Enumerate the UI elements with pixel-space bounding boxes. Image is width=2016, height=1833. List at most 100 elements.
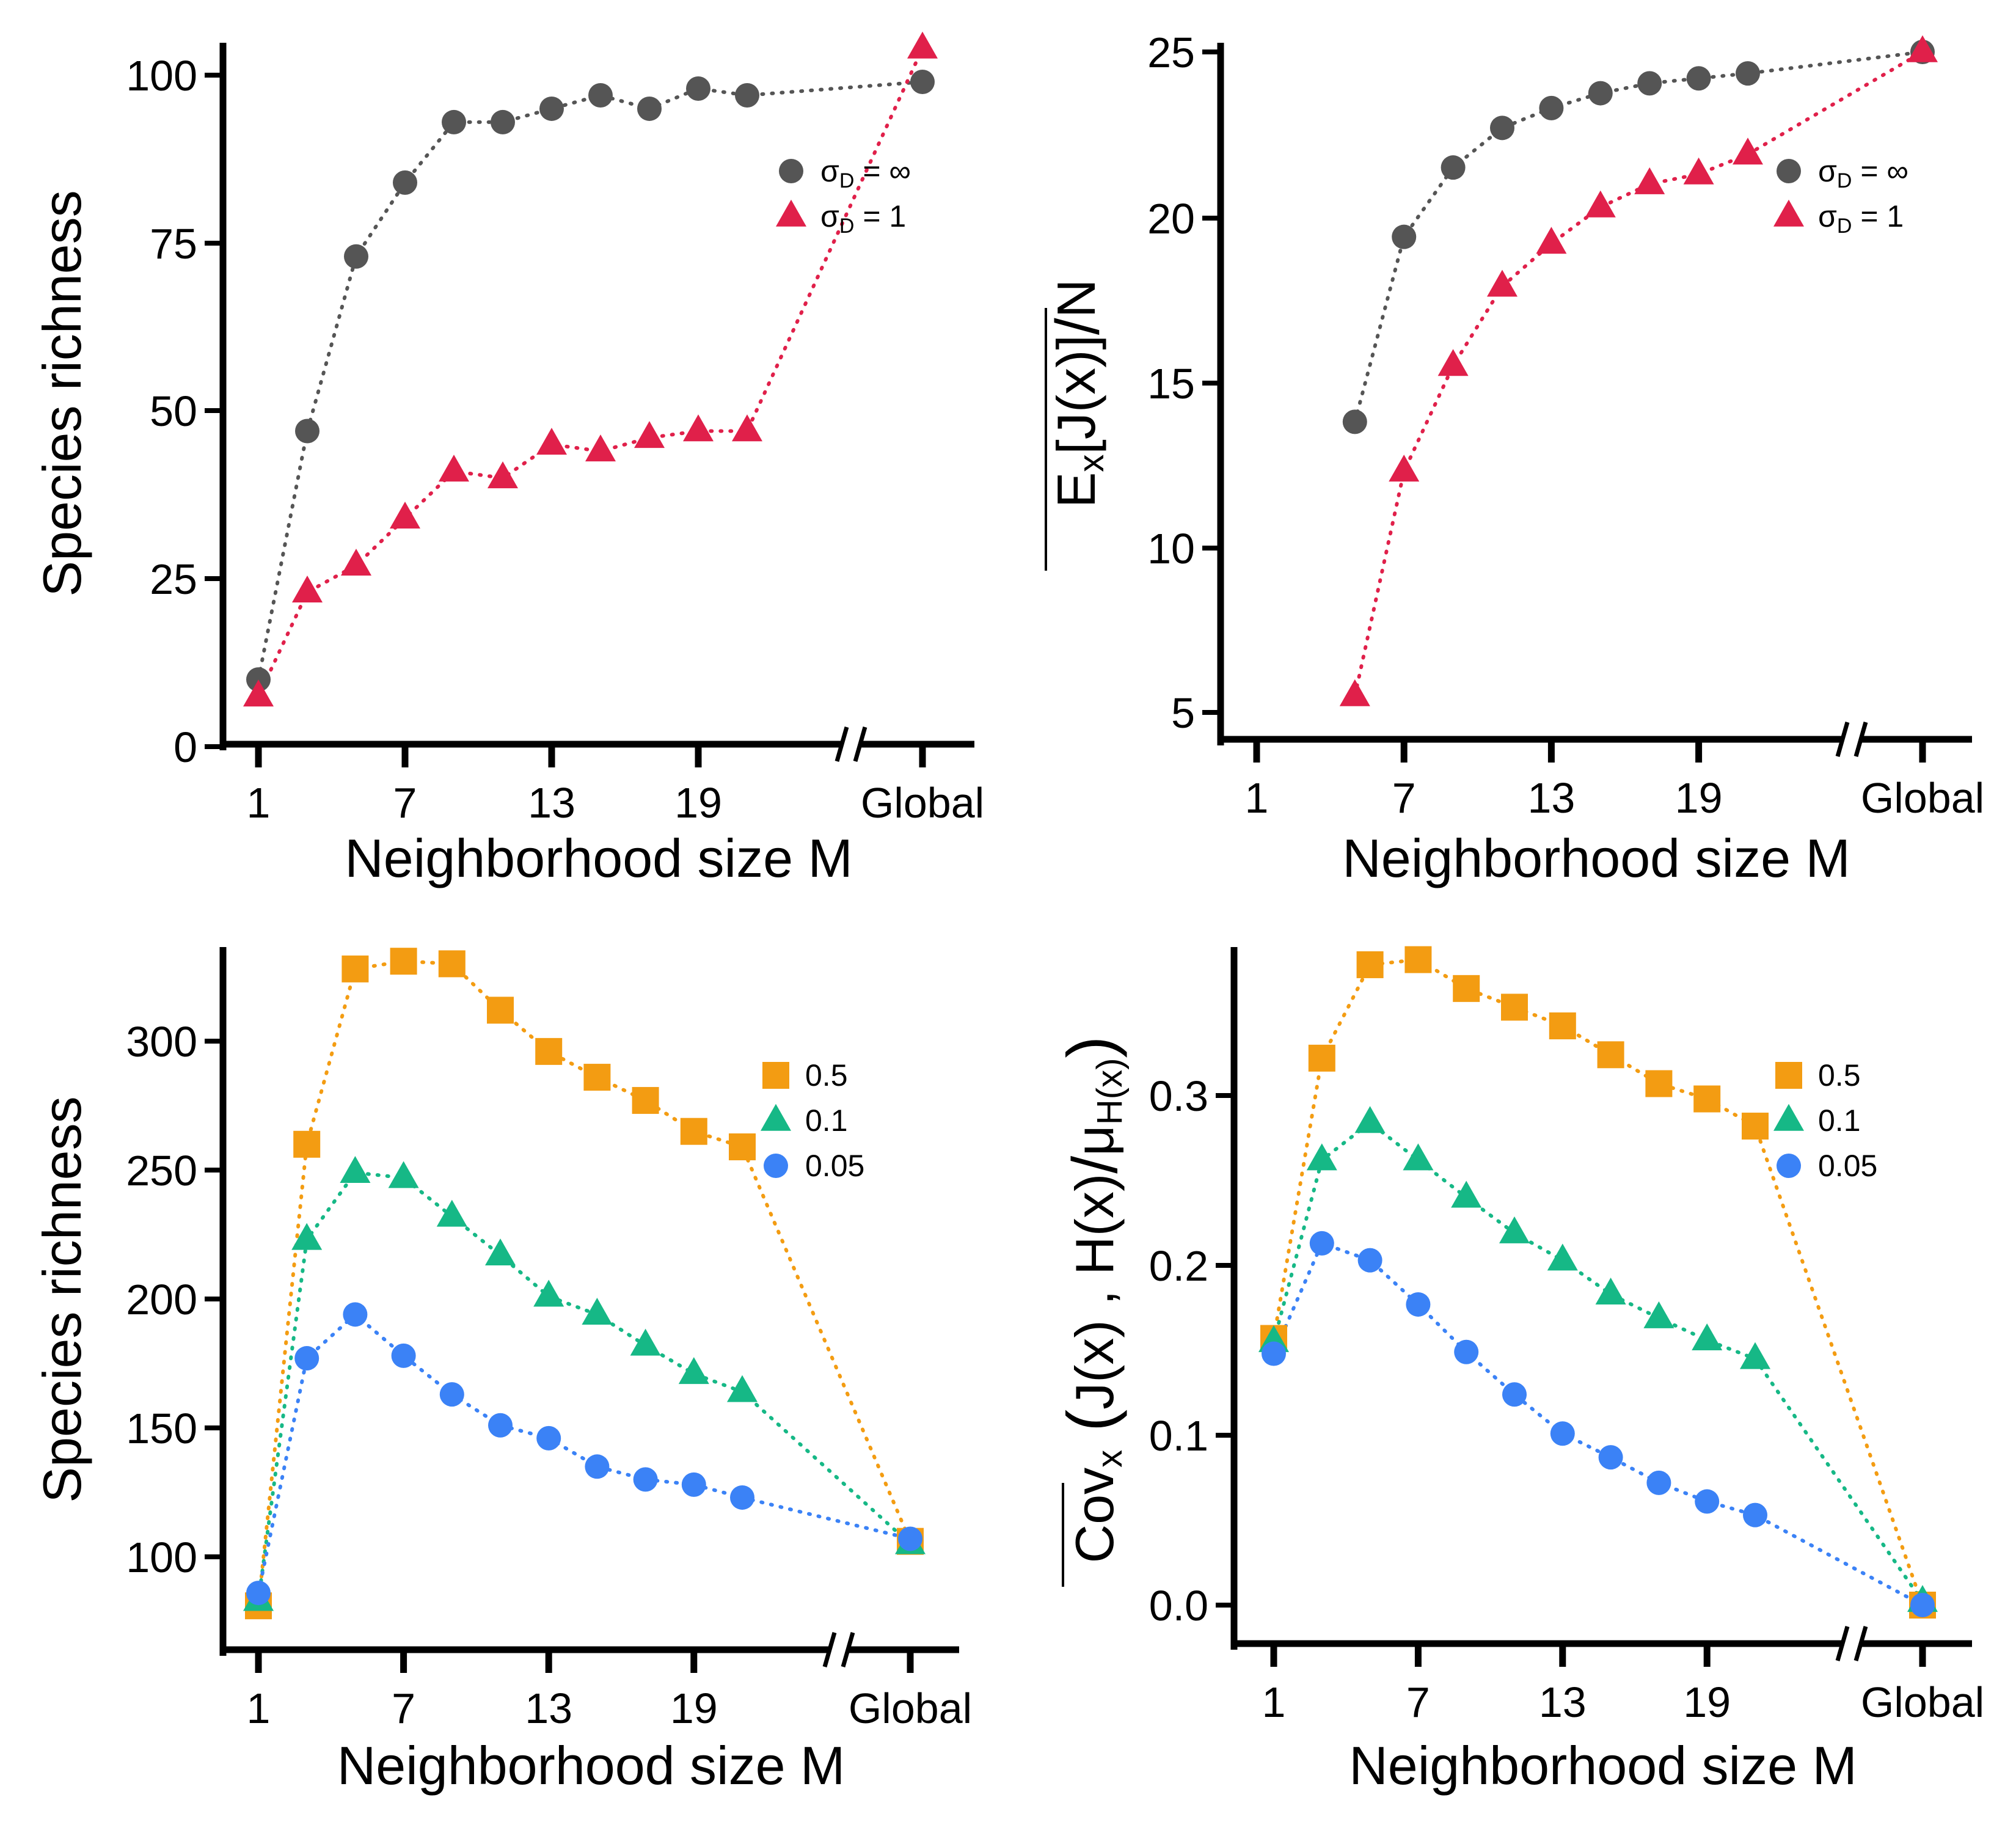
legend-rest: = 1	[1852, 199, 1904, 233]
series-markers-0.5	[245, 948, 924, 1620]
data-point	[1646, 1470, 1671, 1495]
series-markers-σD = 1	[1339, 35, 1938, 706]
data-point	[343, 1302, 368, 1327]
legend-subscript: D	[839, 214, 855, 238]
y-tick-label: 75	[150, 220, 197, 268]
data-point	[730, 1485, 754, 1510]
y-title-comma: ,	[1064, 1275, 1125, 1320]
data-point	[588, 82, 613, 108]
legend-label: σD = 1	[1818, 199, 1904, 238]
data-point	[1742, 1113, 1769, 1140]
data-point	[681, 1472, 706, 1497]
data-point	[1262, 1341, 1286, 1366]
y-title-slash: /	[1043, 318, 1112, 335]
data-point	[1683, 157, 1714, 185]
series-σD = ∞	[1353, 50, 1924, 424]
data-point	[633, 1467, 658, 1492]
x-tick-label: 13	[1539, 1678, 1587, 1726]
axis-break-mark	[1853, 722, 1868, 757]
data-point	[340, 1155, 371, 1183]
y-tick-label: 200	[126, 1276, 197, 1323]
y-title-close-paren: )	[1053, 1036, 1127, 1058]
series-markers-0.1	[1258, 1106, 1938, 1612]
series-σD = 1	[257, 46, 924, 698]
data-point	[488, 461, 518, 489]
data-point	[485, 1238, 516, 1265]
series-markers-0.5	[1260, 946, 1936, 1619]
y-tick-label: 5	[1171, 689, 1195, 737]
x-tick-label: Global	[1861, 1678, 1984, 1726]
data-point	[246, 667, 271, 692]
legend-marker	[1777, 1154, 1801, 1178]
legend-marker	[1773, 199, 1804, 227]
data-point	[1743, 1502, 1767, 1528]
y-tick-label: 50	[150, 387, 197, 435]
data-point	[341, 548, 371, 576]
data-point	[1907, 35, 1938, 62]
legend-marker	[1773, 1103, 1804, 1131]
data-point	[1597, 1041, 1624, 1069]
data-point	[439, 455, 469, 482]
data-point	[390, 502, 420, 529]
y-title-body: [J(x)]	[1046, 335, 1106, 455]
axis-break-mark	[1853, 1626, 1868, 1661]
data-point	[1693, 1085, 1721, 1113]
data-point	[533, 1279, 564, 1307]
legend-label: 0.05	[1818, 1149, 1877, 1183]
x-tick-label: 1	[1262, 1678, 1286, 1726]
legend-marker	[764, 1154, 788, 1178]
data-point	[727, 1375, 758, 1402]
data-point	[1634, 167, 1665, 194]
axes: 0 25 50 75 100 1 7 13 19 Global	[126, 43, 984, 827]
legend-marker	[779, 159, 803, 183]
data-point	[1389, 455, 1420, 482]
data-point	[539, 96, 564, 121]
chart-panel-bottom-left: 100 150 200 250 300 1 7 13 19 GlobalNeighborhood …	[32, 947, 972, 1796]
series-line	[1272, 1120, 1924, 1604]
x-tick-label: 7	[1406, 1678, 1430, 1726]
data-point	[1910, 1593, 1935, 1617]
y-tick-label: 0	[173, 723, 197, 771]
data-point	[390, 948, 417, 975]
x-tick-label: 13	[525, 1685, 572, 1732]
x-tick-label: 19	[670, 1685, 718, 1732]
data-point	[898, 1526, 922, 1551]
y-axis-title: Species richness	[32, 190, 92, 596]
x-tick-label: Global	[849, 1685, 972, 1732]
data-point	[1501, 993, 1528, 1021]
data-point	[442, 109, 466, 134]
legend-subscript: D	[1837, 214, 1852, 238]
data-point	[678, 1357, 709, 1385]
series-markers-0.05	[246, 1302, 922, 1606]
legend: σD = ∞σD = 1	[776, 154, 911, 238]
y-axis-title: Covx (J(x) , H(x)/μH(x))	[1053, 1036, 1131, 1564]
legend-label: 0.5	[1818, 1058, 1861, 1092]
legend-label: σD = 1	[820, 199, 906, 238]
legend-marker	[776, 199, 806, 227]
data-point	[1403, 1143, 1434, 1171]
data-point	[582, 1298, 613, 1325]
series-line	[257, 1312, 912, 1595]
data-point	[291, 1223, 323, 1250]
data-point	[391, 1343, 416, 1368]
data-point	[1549, 1012, 1576, 1040]
data-point	[1406, 1292, 1431, 1317]
y-title-cov: Cov	[1064, 1468, 1125, 1564]
data-point	[536, 1425, 561, 1451]
data-point	[1490, 115, 1514, 141]
x-tick-label: 1	[247, 1685, 271, 1732]
data-point	[632, 1087, 659, 1114]
data-point	[907, 31, 938, 59]
data-point	[1502, 1382, 1527, 1407]
y-title-subscript: x	[1072, 455, 1111, 472]
series-line	[1272, 957, 1924, 1607]
y-tick-label: 150	[126, 1405, 197, 1452]
data-point	[439, 1382, 464, 1407]
data-point	[1595, 1277, 1626, 1304]
legend-sigma: σ	[1818, 154, 1837, 188]
series-0.1	[1272, 1120, 1924, 1604]
data-point	[1499, 1216, 1530, 1243]
axis-break-mark	[841, 1632, 855, 1667]
